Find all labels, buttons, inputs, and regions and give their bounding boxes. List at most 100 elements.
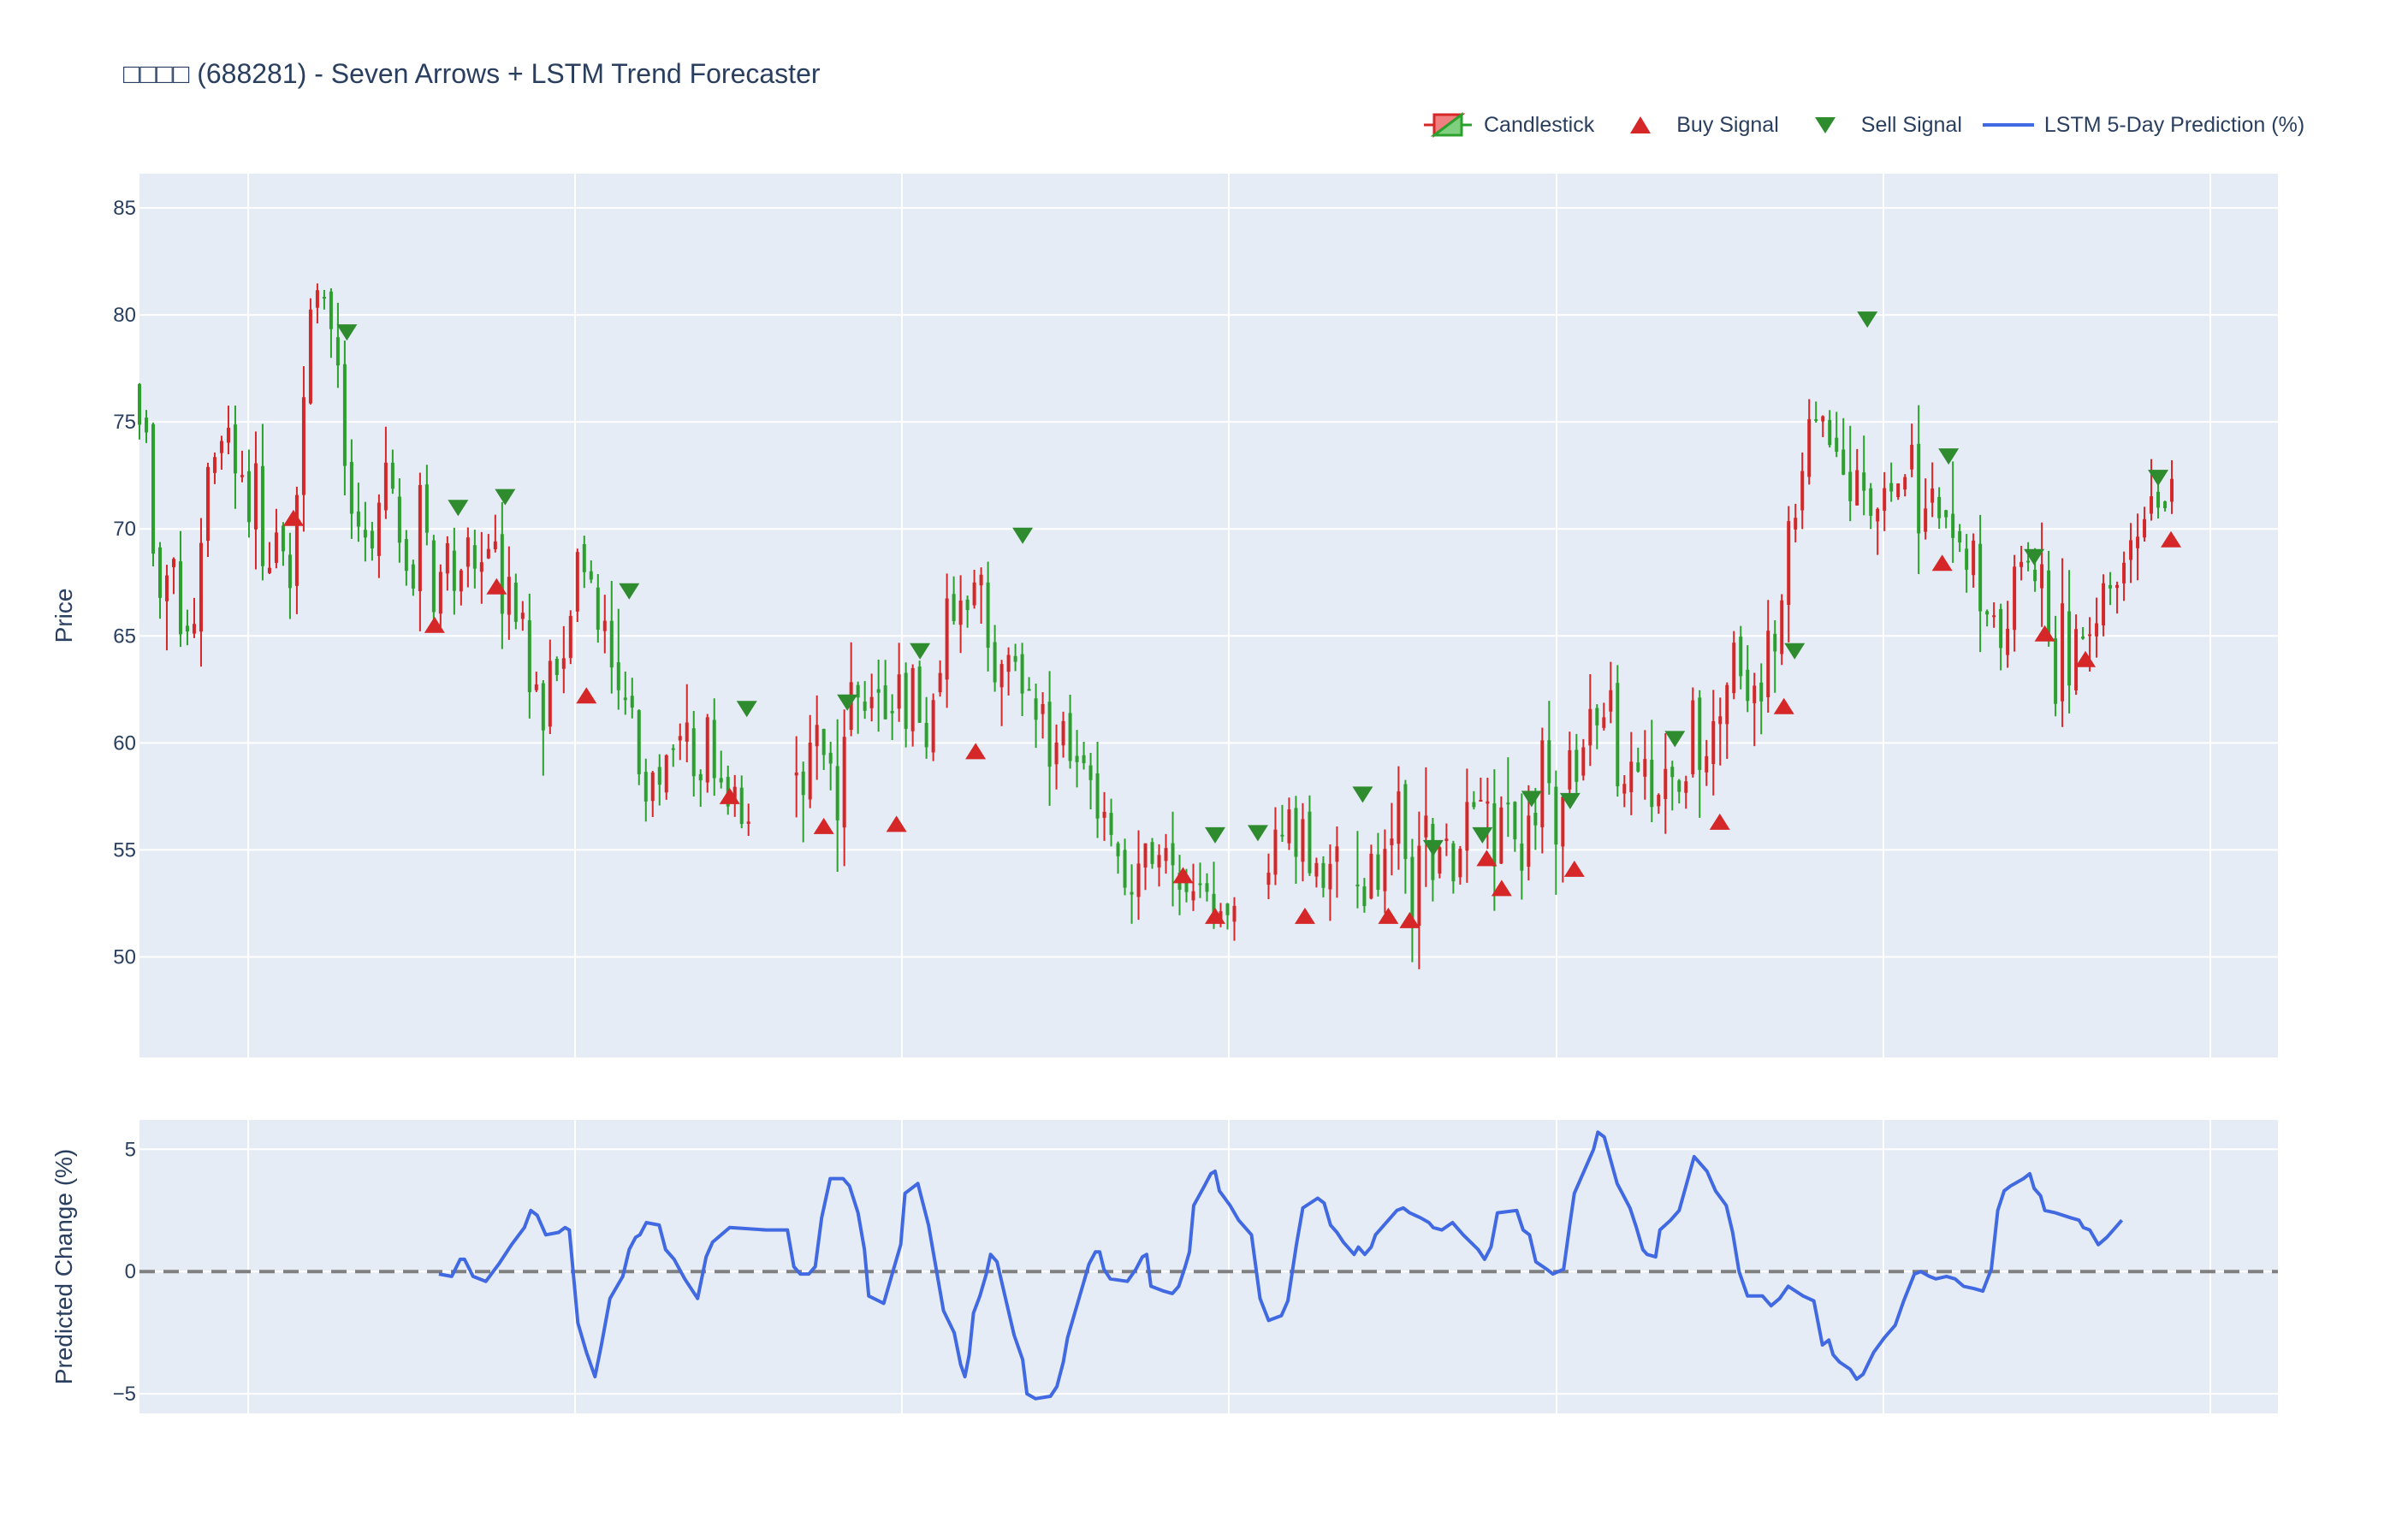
- candle-body: [1527, 815, 1531, 868]
- candle-body: [1684, 781, 1688, 793]
- candle-body: [541, 683, 545, 731]
- candle-body: [1821, 416, 1825, 422]
- candle-body: [1321, 862, 1326, 888]
- candle-body: [1109, 813, 1113, 835]
- legend-item-candlestick[interactable]: Candlestick: [1420, 110, 1594, 140]
- candle-body: [138, 383, 141, 425]
- price-tick-label: 80: [113, 304, 136, 327]
- sell-signal-marker: [1247, 825, 1268, 842]
- candle-body: [1034, 698, 1038, 720]
- candle-body: [1773, 633, 1777, 652]
- candle-body: [1705, 755, 1709, 773]
- candle-body: [1376, 854, 1380, 890]
- candle-body: [568, 615, 572, 659]
- candle-body: [938, 672, 942, 693]
- candle-body: [1390, 838, 1394, 845]
- candle-body: [548, 660, 552, 727]
- candle-body: [192, 624, 196, 634]
- candle-body: [1061, 720, 1065, 746]
- candle-body: [2067, 611, 2072, 686]
- candle-body: [1554, 786, 1558, 845]
- buy-signal-marker: [282, 509, 304, 526]
- sell-signal-marker: [1938, 448, 1960, 465]
- candle-body: [1520, 843, 1524, 871]
- candle-body: [2019, 561, 2024, 567]
- candle-body: [1116, 843, 1120, 856]
- candle-body: [2013, 566, 2017, 631]
- candle-body: [1855, 470, 1859, 506]
- candle-body: [582, 543, 586, 572]
- candle-body: [452, 550, 456, 591]
- candle-body: [1424, 815, 1428, 838]
- candle-body: [1499, 807, 1503, 864]
- candle-body: [1335, 846, 1339, 862]
- candle-body: [1698, 697, 1702, 770]
- candle-body: [1465, 802, 1469, 851]
- candle-body: [1171, 843, 1175, 866]
- candle-body: [1410, 856, 1414, 919]
- candle-body: [561, 658, 566, 669]
- candle-body: [1438, 847, 1442, 874]
- legend-label-buy: Buy Signal: [1676, 112, 1779, 137]
- candle-body: [1896, 483, 1901, 497]
- candle-body: [828, 752, 833, 764]
- candle-body: [904, 672, 908, 729]
- candle-body: [616, 662, 620, 690]
- candle-body: [301, 397, 305, 495]
- candle-body: [329, 291, 333, 329]
- candle-body: [479, 562, 483, 572]
- candle-body: [664, 755, 668, 793]
- candle-body: [226, 427, 230, 443]
- candle-body: [678, 736, 682, 741]
- candle-body: [1184, 881, 1189, 892]
- candle-body: [1883, 488, 1887, 511]
- candle-body: [2095, 623, 2099, 637]
- candle-body: [1595, 708, 1599, 726]
- candle-body: [219, 441, 223, 453]
- candle-body: [1547, 740, 1551, 784]
- candle-body: [685, 722, 689, 742]
- candle-body: [1479, 799, 1483, 802]
- candle-body: [849, 682, 853, 731]
- candle-body: [1143, 843, 1148, 868]
- candle-body: [931, 700, 935, 753]
- candle-body: [520, 613, 525, 619]
- candle-body: [1506, 803, 1510, 805]
- sell-signal-marker: [495, 489, 516, 506]
- candle-body: [1294, 808, 1298, 857]
- candle-body: [335, 337, 340, 366]
- candle-body: [1609, 690, 1613, 712]
- candle-body: [650, 772, 655, 802]
- candle-body: [1451, 843, 1456, 882]
- price-tick-label: 75: [113, 411, 136, 434]
- legend-label-sell: Sell Signal: [1860, 112, 1962, 137]
- candle-body: [534, 684, 538, 690]
- candle-body: [609, 620, 614, 668]
- candle-body: [1540, 740, 1545, 827]
- buy-signal-marker: [965, 743, 987, 760]
- lstm-prediction-line: [438, 1130, 2124, 1401]
- triangle-up-icon: [1630, 116, 1652, 133]
- legend-item-lstm[interactable]: LSTM 5-Day Prediction (%): [1981, 110, 2304, 140]
- chart-title: □□□□ (688281) - Seven Arrows + LSTM Tren…: [123, 58, 821, 89]
- sell-signal-marker: [336, 324, 358, 341]
- candle-body: [1903, 477, 1907, 490]
- candle-body: [377, 502, 381, 556]
- legend-item-buy[interactable]: Buy Signal: [1613, 110, 1779, 140]
- buy-signal-marker: [1491, 880, 1512, 897]
- legend-item-sell[interactable]: Sell Signal: [1798, 110, 1962, 140]
- candle-body: [1047, 702, 1052, 767]
- candle-body: [1841, 449, 1846, 475]
- candle-body: [1958, 530, 1962, 543]
- price-tick-label: 50: [113, 945, 136, 968]
- candle-body: [253, 463, 258, 530]
- candle-body: [2150, 496, 2154, 514]
- candlestick-legend-icon: [1424, 112, 1472, 138]
- candle-body: [1068, 713, 1072, 761]
- prediction-tick-label: −5: [113, 1383, 136, 1406]
- candle-body: [322, 296, 326, 299]
- candle-body: [2143, 518, 2147, 538]
- candle-body: [1924, 508, 1928, 532]
- candle-body: [801, 771, 805, 796]
- candle-body: [602, 620, 607, 631]
